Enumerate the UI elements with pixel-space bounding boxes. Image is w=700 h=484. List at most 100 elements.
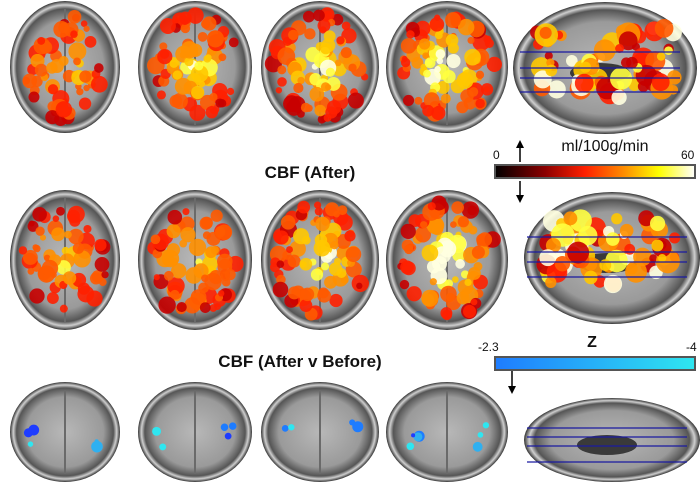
activation-blob	[45, 110, 60, 125]
activation-blob	[563, 211, 578, 226]
activation-blob	[208, 270, 224, 285]
activation-blob	[215, 98, 225, 108]
activation-blob	[274, 230, 289, 245]
activation-blob	[43, 254, 51, 262]
activation-blob	[218, 53, 227, 62]
activation-blob	[166, 224, 181, 239]
activation-blob	[605, 232, 620, 246]
activation-blob	[170, 289, 180, 300]
activation-blob	[480, 83, 494, 96]
activation-blob	[59, 304, 68, 313]
activation-blob	[574, 73, 594, 93]
activation-blob	[28, 91, 40, 103]
activation-blob	[429, 278, 437, 286]
activation-blob	[73, 57, 81, 66]
activation-blob	[27, 267, 35, 275]
activation-blob	[456, 101, 469, 114]
activation-blob	[441, 309, 453, 321]
activation-blob	[32, 206, 47, 222]
activation-blob	[554, 256, 571, 272]
activation-blob	[314, 207, 323, 216]
axial-slice	[138, 1, 252, 133]
sagittal-slice	[524, 398, 700, 482]
activation-blob	[275, 87, 283, 94]
activation-blob	[224, 268, 236, 281]
activation-blob	[58, 22, 69, 34]
activation-blob	[156, 90, 166, 100]
activation-blob	[287, 286, 301, 300]
z-cluster	[413, 432, 423, 442]
activation-blob	[300, 102, 311, 113]
activation-blob	[455, 259, 465, 269]
activation-blob	[200, 216, 213, 229]
z-cluster	[352, 421, 364, 433]
activation-blob	[190, 65, 209, 83]
activation-blob	[314, 233, 328, 247]
activation-blob	[429, 17, 445, 32]
activation-blob	[83, 224, 92, 234]
activation-blob	[276, 274, 286, 285]
activation-blob	[422, 104, 434, 117]
section-title-after: CBF (After)	[264, 163, 356, 182]
activation-blob	[297, 200, 311, 214]
activation-blob	[210, 245, 220, 255]
z-cluster	[228, 422, 237, 430]
activation-blob	[180, 41, 199, 59]
activation-blob	[157, 48, 173, 65]
activation-blob	[464, 48, 481, 66]
axial-slice	[386, 190, 508, 330]
axial-slice	[10, 382, 120, 482]
activation-blob	[39, 234, 47, 241]
activation-blob	[315, 216, 330, 232]
activation-blob	[314, 104, 327, 117]
axial-slice	[386, 1, 508, 133]
activation-blob	[159, 17, 176, 34]
activation-blob	[22, 250, 38, 265]
activation-blob	[435, 49, 446, 59]
activation-blob	[188, 238, 207, 257]
activation-blob	[451, 201, 464, 214]
activation-blob	[421, 244, 439, 262]
activation-blob	[79, 70, 92, 83]
activation-blob	[317, 19, 331, 33]
activation-blob	[356, 282, 363, 290]
activation-blob	[27, 220, 39, 232]
activation-blob	[280, 215, 296, 230]
z-cluster	[152, 426, 162, 436]
activation-blob	[341, 21, 351, 31]
activation-blob	[324, 84, 332, 91]
z-cluster	[23, 428, 33, 438]
arrow-down-icon	[516, 181, 524, 203]
activation-blob	[228, 37, 239, 48]
activation-blob	[98, 278, 107, 287]
activation-blob	[277, 65, 287, 75]
activation-blob	[611, 213, 623, 225]
activation-blob	[214, 303, 221, 311]
cbf-max-label: 60	[681, 148, 695, 162]
activation-blob	[599, 259, 612, 272]
activation-blob	[462, 304, 477, 318]
activation-blob	[153, 274, 160, 281]
activation-blob	[656, 52, 666, 61]
activation-blob	[22, 73, 38, 89]
activation-blob	[442, 70, 456, 84]
activation-blob	[37, 36, 46, 45]
activation-blob	[651, 239, 664, 252]
cbf-min-label: 0	[493, 148, 500, 162]
activation-blob	[86, 290, 103, 307]
activation-blob	[46, 62, 58, 74]
z-cluster	[91, 440, 103, 453]
activation-blob	[545, 237, 561, 253]
activation-blob	[169, 59, 179, 68]
activation-blob	[62, 271, 77, 285]
activation-blob	[431, 105, 446, 121]
activation-blob	[579, 61, 592, 73]
activation-blob	[286, 246, 293, 254]
activation-blob	[445, 34, 459, 47]
activation-blob	[293, 228, 310, 245]
z-colorbar	[494, 356, 696, 371]
activation-blob	[323, 113, 332, 122]
activation-blob	[68, 228, 84, 245]
axial-slice	[10, 190, 120, 330]
activation-blob	[179, 216, 195, 232]
